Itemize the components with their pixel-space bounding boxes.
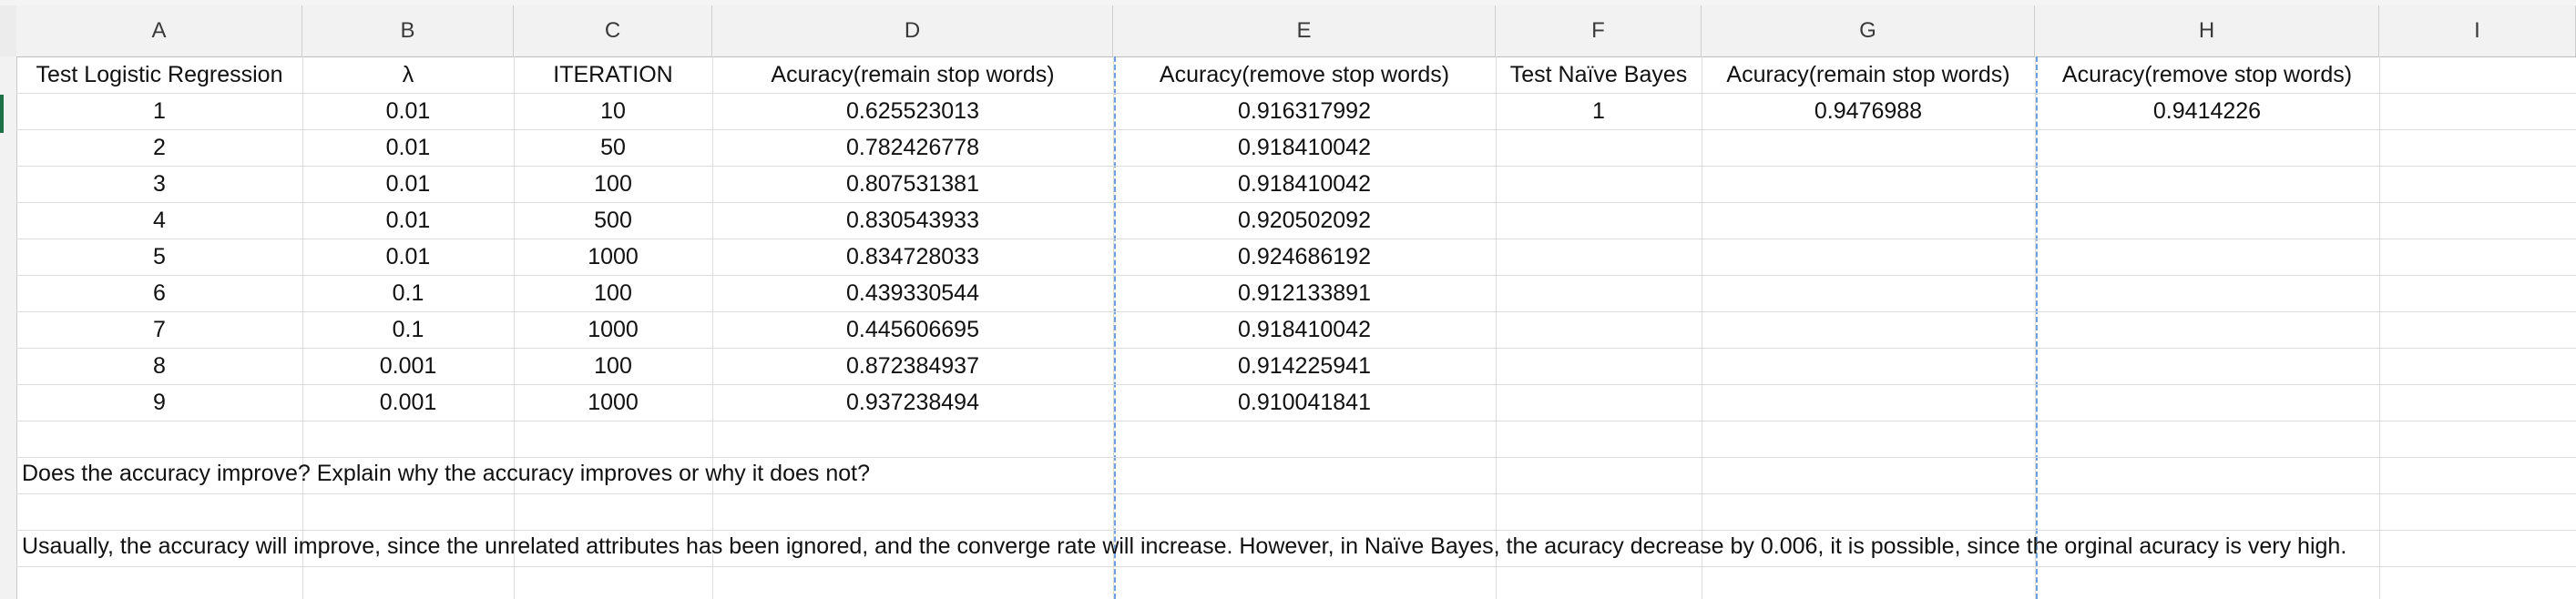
gridline-horizontal: [16, 348, 2576, 349]
active-row-indicator: [0, 95, 13, 133]
page-break-line-2: [2035, 56, 2038, 599]
gridline-horizontal: [16, 384, 2576, 385]
lr-data-cell[interactable]: 100: [594, 170, 632, 197]
lr-data-cell[interactable]: 0.01: [385, 207, 431, 233]
gridline-horizontal: [16, 457, 2576, 458]
lr-data-cell[interactable]: 10: [600, 97, 626, 124]
nb-data-cell[interactable]: 0.9414226: [2152, 97, 2262, 124]
nb-data-cell[interactable]: 0.9476988: [1814, 97, 1923, 124]
lr-data-cell[interactable]: 1000: [588, 389, 639, 415]
lr-data-cell[interactable]: 0.782426778: [846, 134, 979, 160]
column-header-c[interactable]: C: [514, 5, 712, 56]
column-header-b[interactable]: B: [302, 5, 514, 56]
lr-data-cell[interactable]: 0.916317992: [1238, 97, 1371, 124]
lr-data-cell[interactable]: 0.937238494: [846, 389, 979, 415]
gridline-vertical: [2379, 56, 2380, 599]
lr-data-cell[interactable]: 50: [600, 134, 626, 160]
answer-text[interactable]: Usaually, the accuracy will improve, sin…: [22, 533, 2347, 559]
lr-data-cell[interactable]: 5: [153, 243, 166, 269]
gridline-horizontal: [16, 493, 2576, 494]
gridline-horizontal: [16, 566, 2576, 567]
gridline-horizontal: [16, 530, 2576, 531]
column-header-g[interactable]: G: [1702, 5, 2035, 56]
lr-data-cell[interactable]: 8: [153, 352, 166, 379]
lr-data-cell[interactable]: 0.001: [379, 389, 437, 415]
gridline-vertical: [514, 56, 515, 599]
lr-data-cell[interactable]: 0.439330544: [846, 279, 979, 306]
lr-data-cell[interactable]: 7: [153, 316, 166, 342]
lr-data-cell[interactable]: 0.01: [385, 134, 431, 160]
select-all-corner[interactable]: [0, 5, 17, 57]
lr-data-cell[interactable]: 0.920502092: [1238, 207, 1371, 233]
nb-data-cell[interactable]: 1: [1592, 97, 1605, 124]
page-break-line-1: [1113, 56, 1116, 599]
lr-data-cell[interactable]: 0.1: [392, 279, 424, 306]
lr-data-cell[interactable]: 0.918410042: [1238, 316, 1371, 342]
lr-data-cell[interactable]: 4: [153, 207, 166, 233]
lr-data-cell[interactable]: 0.01: [385, 243, 431, 269]
lr-data-cell[interactable]: 0.807531381: [846, 170, 979, 197]
column-header-h[interactable]: H: [2035, 5, 2379, 56]
lr-data-cell[interactable]: 1000: [588, 316, 639, 342]
lr-header-cell[interactable]: Acuracy(remain stop words): [771, 61, 1055, 87]
column-header-a[interactable]: A: [16, 5, 302, 56]
lr-data-cell[interactable]: 100: [594, 352, 632, 379]
lr-data-cell[interactable]: 6: [153, 279, 166, 306]
lr-data-cell[interactable]: 0.01: [385, 97, 431, 124]
lr-data-cell[interactable]: 0.924686192: [1238, 243, 1371, 269]
column-header-i[interactable]: I: [2379, 5, 2576, 56]
gridline-horizontal: [16, 166, 2576, 167]
lr-data-cell[interactable]: 0.001: [379, 352, 437, 379]
lr-header-cell[interactable]: Test Logistic Regression: [36, 61, 283, 87]
lr-data-cell[interactable]: 3: [153, 170, 166, 197]
column-header-e[interactable]: E: [1113, 5, 1496, 56]
gridline-horizontal: [16, 202, 2576, 203]
lr-data-cell[interactable]: 0.918410042: [1238, 170, 1371, 197]
lr-data-cell[interactable]: 2: [153, 134, 166, 160]
lr-data-cell[interactable]: 1000: [588, 243, 639, 269]
lr-data-cell[interactable]: 0.912133891: [1238, 279, 1371, 306]
row-header-gutter: [0, 56, 17, 599]
column-header-f[interactable]: F: [1496, 5, 1702, 56]
lr-data-cell[interactable]: 100: [594, 279, 632, 306]
lr-header-cell[interactable]: λ: [402, 61, 414, 87]
lr-data-cell[interactable]: 0.910041841: [1238, 389, 1371, 415]
spreadsheet-grid[interactable]: Test Logistic Regression λ ITERATION Acurac…: [16, 56, 2576, 599]
lr-data-cell[interactable]: 0.872384937: [846, 352, 979, 379]
lr-data-cell[interactable]: 500: [594, 207, 632, 233]
lr-data-cell[interactable]: 0.1: [392, 316, 424, 342]
lr-data-cell[interactable]: 0.914225941: [1238, 352, 1371, 379]
lr-data-cell[interactable]: 0.625523013: [846, 97, 979, 124]
lr-data-cell[interactable]: 0.445606695: [846, 316, 979, 342]
gridline-horizontal: [16, 93, 2576, 94]
lr-data-cell[interactable]: 1: [153, 97, 166, 124]
gridline-horizontal: [16, 275, 2576, 276]
gridline-vertical: [1113, 56, 1114, 599]
gridline-horizontal: [16, 129, 2576, 130]
question-text[interactable]: Does the accuracy improve? Explain why t…: [22, 461, 870, 486]
nb-header-cell[interactable]: Test Naïve Bayes: [1509, 61, 1688, 87]
lr-header-cell[interactable]: Acuracy(remove stop words): [1159, 61, 1450, 87]
lr-header-cell[interactable]: ITERATION: [553, 61, 673, 87]
lr-data-cell[interactable]: 9: [153, 389, 166, 415]
gridline-vertical: [712, 56, 713, 599]
nb-header-cell[interactable]: Acuracy(remove stop words): [2061, 61, 2353, 87]
gridline-horizontal: [16, 311, 2576, 312]
gridline-vertical: [302, 56, 303, 599]
lr-data-cell[interactable]: 0.918410042: [1238, 134, 1371, 160]
lr-data-cell[interactable]: 0.830543933: [846, 207, 979, 233]
gridline-vertical: [1496, 56, 1497, 599]
lr-data-cell[interactable]: 0.834728033: [846, 243, 979, 269]
nb-header-cell[interactable]: Acuracy(remain stop words): [1726, 61, 2010, 87]
column-header-d[interactable]: D: [712, 5, 1113, 56]
lr-data-cell[interactable]: 0.01: [385, 170, 431, 197]
gridline-vertical: [2035, 56, 2036, 599]
